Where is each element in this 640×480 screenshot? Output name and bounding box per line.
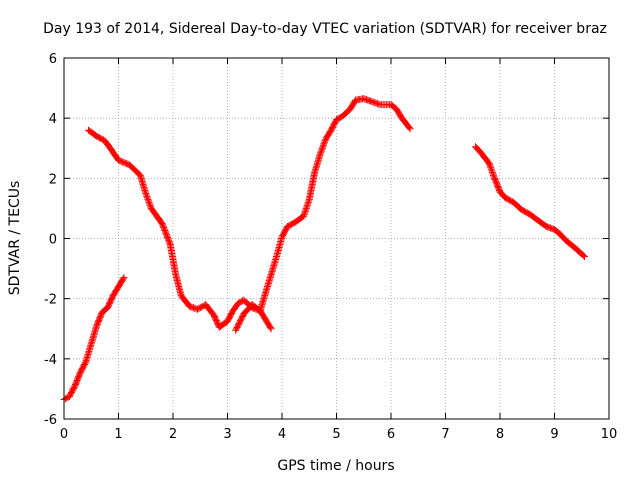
axis-ticks: 0 1 2 3 4 5 6 7 8 9 10 -6 -4 -2 0 2 4 6 <box>44 52 617 442</box>
data-point <box>485 159 493 167</box>
data-point <box>317 147 325 155</box>
data-point <box>144 197 152 205</box>
data-point <box>316 150 324 158</box>
chart-title: Day 193 of 2014, Sidereal Day-to-day VTE… <box>43 21 607 37</box>
y-tick-label: -2 <box>44 293 57 308</box>
data-point <box>319 141 327 149</box>
data-point <box>166 239 174 247</box>
x-tick-label: 2 <box>169 427 177 442</box>
y-tick-label: 4 <box>49 112 57 127</box>
data-point <box>319 143 327 151</box>
y-tick-label: 2 <box>49 172 57 187</box>
data-point <box>145 198 153 206</box>
data-point <box>146 201 154 209</box>
x-tick-label: 9 <box>550 427 558 442</box>
x-tick-label: 0 <box>60 427 68 442</box>
data-point <box>487 164 495 172</box>
data-point <box>144 195 152 203</box>
data-point <box>320 140 328 148</box>
data-point <box>267 325 275 333</box>
data-point <box>321 138 329 146</box>
data-point <box>317 149 325 157</box>
x-tick-label: 4 <box>278 427 286 442</box>
y-tick-label: 6 <box>49 52 57 67</box>
data-point <box>143 194 151 202</box>
y-tick-label: 0 <box>49 233 57 248</box>
series-segment-4 <box>471 143 588 261</box>
x-axis-label: GPS time / hours <box>277 458 394 474</box>
y-tick-label: -4 <box>44 353 57 368</box>
data-point <box>490 173 498 181</box>
data-point <box>119 275 127 283</box>
x-tick-label: 7 <box>441 427 449 442</box>
data-point <box>266 323 274 331</box>
data-points <box>60 95 588 403</box>
data-point <box>318 146 326 154</box>
y-tick-label: -6 <box>44 413 57 428</box>
data-point <box>142 189 150 197</box>
x-tick-label: 8 <box>496 427 504 442</box>
data-point <box>120 274 128 282</box>
x-tick-label: 6 <box>387 427 395 442</box>
data-point <box>486 162 494 170</box>
data-point <box>488 167 496 175</box>
data-point <box>146 200 154 208</box>
data-point <box>487 165 495 173</box>
data-point <box>375 100 383 108</box>
grid <box>64 58 609 419</box>
x-tick-label: 3 <box>223 427 231 442</box>
series-segment-3 <box>232 95 414 334</box>
data-point <box>579 251 587 259</box>
data-point <box>486 161 494 169</box>
data-point <box>580 253 588 261</box>
x-tick-label: 5 <box>332 427 340 442</box>
data-point <box>488 168 496 176</box>
data-point <box>143 192 151 200</box>
x-tick-label: 1 <box>114 427 122 442</box>
y-axis-label: SDTVAR / TECUs <box>7 181 23 296</box>
data-point <box>142 191 150 199</box>
data-point <box>489 170 497 178</box>
data-point <box>489 171 497 179</box>
data-point <box>406 125 414 133</box>
data-point <box>318 144 326 152</box>
series-segment-1 <box>60 274 128 403</box>
x-tick-label: 10 <box>601 427 618 442</box>
data-point <box>405 124 413 132</box>
series-segment-2 <box>85 126 275 333</box>
